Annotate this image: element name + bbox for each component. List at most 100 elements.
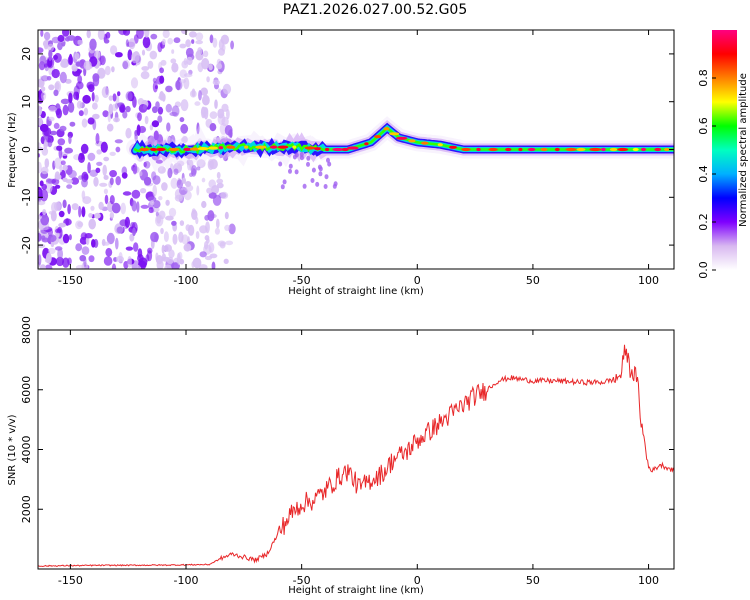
spectrogram-noise-blob [196, 185, 200, 196]
snr-y-ticks: 2000 4000 6000 8000 [20, 316, 674, 523]
spectrogram-ridge-spot [617, 147, 629, 152]
spectrogram-noise-blob [220, 191, 229, 199]
spectrogram-noise-blob [104, 65, 111, 76]
spectrogram-noise-blob [156, 214, 162, 224]
spectrogram-noise-blob [155, 252, 159, 261]
spectrogram-noise-blob [204, 255, 213, 261]
spectrogram-noise-blob [91, 91, 95, 102]
spectrogram-noise-blob [165, 85, 173, 93]
spectrogram-noise-blob [209, 34, 214, 44]
spectrogram-ridge-spot [218, 146, 224, 150]
spectrogram-noise-blob [65, 218, 69, 226]
spectrogram-noise-blob [180, 99, 189, 112]
spectrogram-noise-blob [107, 111, 112, 123]
spectrogram-noise-blob [168, 249, 175, 259]
spectrogram-x-tick-label: -100 [174, 274, 199, 287]
spectrogram-noise-blob [191, 165, 197, 175]
spectrogram-noise-blob [83, 256, 87, 268]
spectrogram-noise-blob [208, 192, 217, 199]
spectrogram-noise-blob [211, 261, 216, 269]
spectrogram-noise-blob [131, 200, 137, 212]
spectrogram-noise-blob [59, 125, 67, 132]
spectrogram-noise-blob [185, 184, 194, 192]
spectrogram-noise-blob [45, 252, 52, 264]
spectrogram-noise-blob [152, 200, 161, 209]
spectrogram-noise-blob [88, 213, 93, 218]
spectrogram-noise-blob [183, 73, 193, 78]
spectrogram-noise-blob [132, 163, 138, 175]
spectrogram-noise-blob [158, 196, 163, 201]
spectrogram-noise-blob [62, 164, 68, 171]
spectrogram-noise-blob [166, 122, 171, 132]
spectrogram-x-tick-label: 0 [414, 274, 421, 287]
spectrogram-noise-blob [119, 104, 126, 113]
spectrogram-noise-blob [120, 202, 126, 215]
spectrogram-noise-blob [205, 221, 210, 234]
spectrogram-noise-blob [228, 129, 233, 138]
spectrogram-noise-blob [141, 127, 146, 133]
spectrogram-noise-blob [50, 210, 57, 222]
spectrogram-noise-blob [83, 173, 89, 181]
spectrogram-noise-blob [38, 254, 42, 266]
spectrogram-noise-blob [41, 225, 49, 231]
spectrogram-noise-blob [47, 234, 57, 242]
spectrogram-noise-blob [87, 117, 95, 125]
spectrogram-noise-blob [117, 91, 121, 97]
spectrogram-noise-blob [162, 38, 166, 46]
spectrogram-noise-blob [168, 207, 177, 218]
spectrogram-noise-blob [212, 37, 218, 48]
spectrogram-ridge-spot [226, 145, 236, 149]
spectrogram-noise-blob [48, 105, 57, 113]
spectrogram-noise-blob [108, 95, 114, 101]
spectrogram-noise-blob [131, 189, 141, 199]
spectrogram-noise-blob [179, 220, 185, 226]
spectrogram-noise-blob [65, 179, 73, 184]
spectrogram-ridge-spot [314, 147, 321, 151]
spectrogram-noise-blob [41, 147, 49, 156]
spectrogram-ridge-spot [244, 145, 249, 149]
spectrogram-ridge-spot [518, 147, 523, 152]
spectrogram-noise-blob [78, 153, 85, 163]
spectrogram-noise-blob [121, 172, 128, 179]
spectrogram-ridge-spot [576, 147, 586, 152]
spectrogram-noise-blob [87, 162, 91, 174]
spectrogram-noise-blob [195, 40, 203, 45]
spectrogram-noise-blob [200, 87, 208, 96]
spectrogram-noise-blob [170, 177, 178, 189]
spectrogram-noise-blob [180, 123, 189, 134]
spectrogram-noise-blob [224, 211, 229, 220]
snr-x-tick-label: -100 [174, 574, 199, 587]
spectrogram-noise-blob [292, 154, 297, 160]
spectrogram-noise-blob [315, 181, 320, 187]
colorbar-tick-label: 0.2 [697, 213, 710, 231]
spectrogram-noise-blob [40, 166, 49, 175]
spectrogram-noise-blob [111, 202, 121, 214]
spectrogram-ridge-spot [488, 147, 498, 152]
spectrogram-noise-blob [206, 187, 213, 194]
spectrogram-noise-blob [144, 161, 151, 169]
spectrogram-noise-blob [51, 178, 60, 185]
spectrogram-noise-blob [38, 200, 46, 206]
spectrogram-noise-blob [294, 169, 299, 175]
spectrogram-noise-blob [302, 183, 307, 189]
spectrogram-x-axis-label: Height of straight line (km) [288, 286, 424, 297]
spectrogram-noise-blob [40, 214, 50, 226]
spectrogram-noise-blob [39, 55, 47, 66]
spectrogram-noise-blob [165, 199, 170, 206]
spectrogram-noise-blob [60, 98, 70, 105]
spectrogram-ridge-spot [421, 141, 429, 145]
spectrogram-ridge-spot [150, 147, 157, 152]
spectrogram-noise-blob [201, 58, 210, 70]
spectrogram-ridge-spot [540, 147, 548, 152]
spectrogram-noise-blob [207, 210, 215, 222]
spectrogram-noise-blob [51, 68, 60, 79]
spectrogram-noise-blob [74, 39, 78, 45]
spectrogram-noise-blob [183, 243, 192, 252]
spectrogram-noise-blob [64, 147, 73, 154]
spectrogram-noise-blob [197, 47, 203, 56]
spectrogram-noise-blob [282, 179, 287, 185]
spectrogram-noise-blob [38, 117, 43, 127]
spectrogram-noise-blob [81, 118, 88, 128]
spectrogram-ridge-spot [527, 147, 536, 152]
spectrogram-noise-blob [78, 110, 84, 117]
